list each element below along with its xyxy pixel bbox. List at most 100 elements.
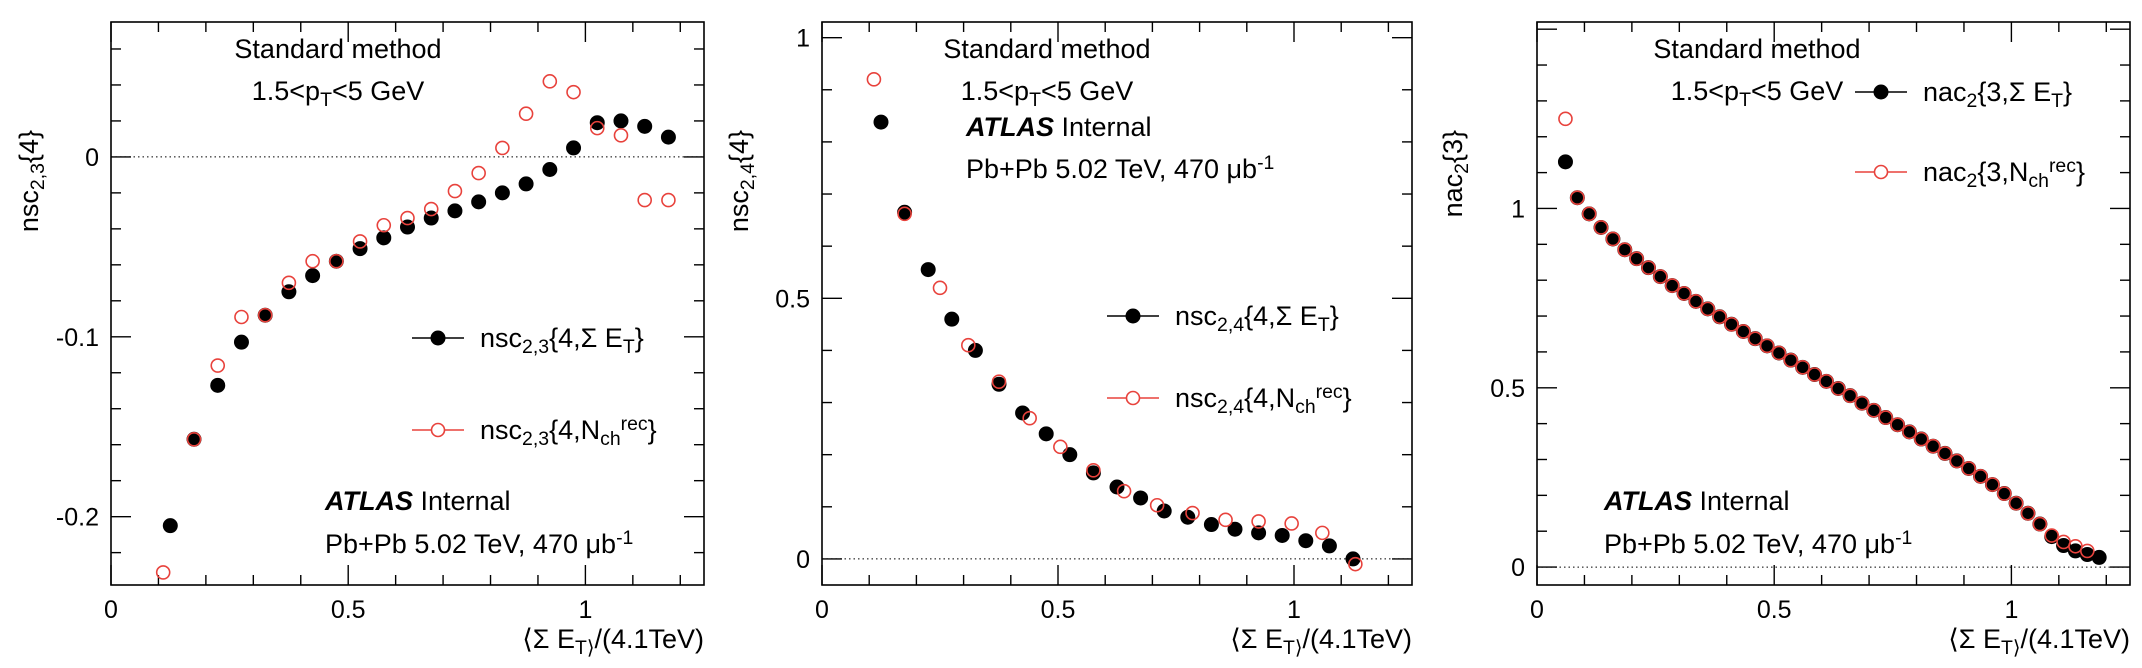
data-point bbox=[1807, 367, 1822, 382]
data-point bbox=[1676, 286, 1692, 301]
data-point bbox=[518, 106, 534, 122]
data-point bbox=[542, 74, 558, 89]
data-point bbox=[1557, 154, 1573, 170]
data-point bbox=[376, 230, 392, 246]
data-point bbox=[257, 307, 273, 323]
y-axis-label: nsc2,3{4} bbox=[14, 130, 49, 232]
data-point bbox=[1185, 505, 1200, 521]
atlas-label: ATLAS Internal bbox=[324, 486, 511, 516]
dataset-label: Pb+Pb 5.02 TeV, 470 μb-1 bbox=[325, 527, 633, 559]
x-tick-label: 0.5 bbox=[1757, 596, 1792, 624]
series-sum-et bbox=[162, 113, 676, 534]
y-tick-label: 1 bbox=[1511, 195, 1525, 223]
x-tick-label: 0 bbox=[104, 596, 118, 624]
data-point bbox=[1617, 242, 1633, 258]
data-point bbox=[186, 432, 202, 447]
data-point bbox=[281, 275, 297, 291]
data-point bbox=[1866, 403, 1882, 418]
data-point bbox=[1902, 424, 1917, 440]
data-point bbox=[661, 192, 676, 208]
legend-label: nac2{3,Σ ET} bbox=[1923, 77, 2072, 112]
x-tick-label: 0.5 bbox=[1041, 596, 1076, 624]
method-label: Standard method bbox=[234, 34, 441, 64]
data-point bbox=[1109, 479, 1125, 495]
data-point bbox=[1203, 517, 1219, 533]
data-point bbox=[1842, 388, 1858, 403]
data-point bbox=[589, 120, 605, 136]
method-label: Standard method bbox=[943, 34, 1150, 64]
data-point bbox=[2044, 528, 2060, 543]
data-point bbox=[1315, 525, 1330, 541]
method-label: Standard method bbox=[1653, 34, 1860, 64]
data-point bbox=[613, 113, 629, 129]
legend-marker bbox=[430, 422, 446, 438]
data-point bbox=[660, 129, 676, 145]
y-tick-label: -0.2 bbox=[56, 504, 99, 532]
x-axis-label: ⟨Σ ET⟩/(4.1TeV) bbox=[1230, 624, 1412, 659]
data-point bbox=[1985, 477, 2000, 492]
data-point bbox=[2020, 505, 2036, 521]
data-point bbox=[1116, 483, 1132, 499]
y-axis-label: nsc2,4{4} bbox=[724, 130, 759, 232]
data-point bbox=[376, 217, 392, 233]
data-point bbox=[2008, 495, 2024, 511]
data-point bbox=[1973, 469, 1988, 484]
chart-panel-3: 0 0.5 100.51⟨Σ ET⟩/(4.1TeV)nac2{3}Standard… bbox=[1438, 21, 2131, 659]
data-point bbox=[305, 253, 320, 269]
series-nch-rec bbox=[1558, 111, 2095, 559]
data-point bbox=[613, 128, 629, 143]
y-tick-label: 0.5 bbox=[775, 285, 810, 313]
data-point bbox=[2091, 549, 2107, 565]
y-tick-label: 1 bbox=[796, 25, 810, 53]
data-point bbox=[866, 72, 882, 87]
dataset-label: Pb+Pb 5.02 TeV, 470 μb-1 bbox=[1604, 527, 1912, 559]
data-point bbox=[1996, 486, 2012, 501]
legend-label: nsc2,3{4,Nchrec} bbox=[480, 413, 657, 449]
data-point bbox=[329, 253, 344, 269]
data-point bbox=[1133, 490, 1149, 506]
y-tick-label: 0 bbox=[796, 546, 810, 574]
data-point bbox=[1724, 316, 1739, 332]
data-point bbox=[542, 161, 558, 177]
data-point bbox=[1558, 111, 1573, 127]
data-point bbox=[961, 337, 976, 353]
legend-entry: nac2{3,Σ ET} bbox=[1855, 77, 2072, 112]
legend-entry: nsc2,4{4,Σ ET} bbox=[1107, 301, 1339, 336]
data-point bbox=[1149, 497, 1165, 513]
data-point bbox=[566, 140, 582, 156]
data-point bbox=[873, 114, 889, 130]
legend-marker bbox=[1125, 308, 1141, 324]
dataset-label: Pb+Pb 5.02 TeV, 470 μb-1 bbox=[966, 152, 1274, 184]
data-point bbox=[1274, 527, 1290, 543]
data-point bbox=[1795, 360, 1810, 375]
data-point bbox=[1581, 206, 1597, 222]
pt-range-label: 1.5<pT<5 GeV bbox=[252, 76, 425, 111]
pt-range-label: 1.5<pT<5 GeV bbox=[961, 76, 1134, 111]
x-tick-label: 0 bbox=[815, 596, 829, 624]
data-point bbox=[1949, 453, 1965, 469]
data-point bbox=[1053, 439, 1068, 455]
data-point bbox=[2032, 516, 2048, 532]
data-point bbox=[1913, 431, 1929, 447]
data-point bbox=[210, 377, 226, 393]
pt-range-label: 1.5<pT<5 GeV bbox=[1671, 76, 1844, 111]
data-point bbox=[162, 518, 178, 534]
data-point bbox=[447, 203, 463, 219]
data-point bbox=[2080, 543, 2095, 559]
legend-label: nsc2,4{4,Σ ET} bbox=[1175, 301, 1339, 336]
chart-panel-1: 0 0.5 1 0 -0.1 -0.2 ⟨Σ ET⟩/(4.1TeV) nsc2,3{4} St… bbox=[14, 21, 705, 659]
data-point bbox=[495, 140, 510, 156]
plot-frame bbox=[821, 21, 1413, 586]
x-tick-label: 1 bbox=[578, 596, 592, 624]
data-point bbox=[518, 176, 534, 192]
y-tick-label: 0 bbox=[85, 144, 99, 172]
plot-frame bbox=[1536, 21, 2131, 586]
y-tick-label: 0 bbox=[1511, 554, 1525, 582]
data-point bbox=[1712, 309, 1727, 325]
data-point bbox=[1771, 345, 1787, 361]
data-point bbox=[1688, 294, 1704, 309]
data-point bbox=[1747, 331, 1763, 346]
data-point bbox=[1085, 465, 1101, 481]
x-tick-label: 1 bbox=[2004, 596, 2018, 624]
data-point bbox=[967, 342, 983, 358]
